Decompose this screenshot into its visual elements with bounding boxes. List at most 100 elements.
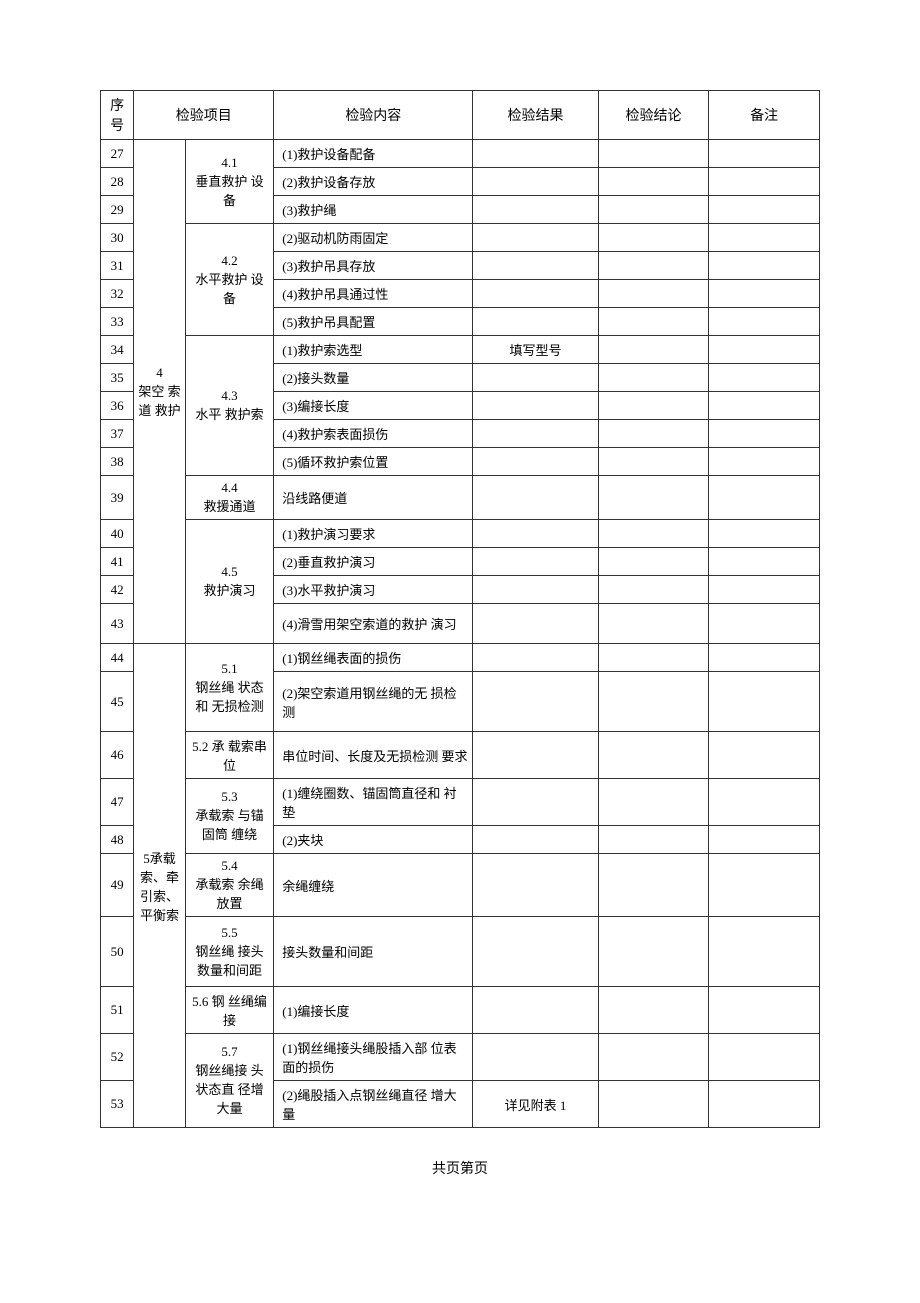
header-item: 检验项目 bbox=[134, 91, 274, 140]
seq-cell: 30 bbox=[101, 224, 134, 252]
seq-cell: 35 bbox=[101, 364, 134, 392]
seq-cell: 33 bbox=[101, 308, 134, 336]
result-cell bbox=[473, 168, 598, 196]
subgroup-cell: 4.1 垂直救护 设备 bbox=[185, 140, 273, 224]
remark-cell bbox=[709, 917, 820, 987]
remark-cell bbox=[709, 196, 820, 224]
seq-cell: 31 bbox=[101, 252, 134, 280]
content-cell: (4)救护索表面损伤 bbox=[274, 420, 473, 448]
content-cell: (1)救护设备配备 bbox=[274, 140, 473, 168]
result-cell bbox=[473, 280, 598, 308]
result-cell bbox=[473, 672, 598, 732]
conclusion-cell bbox=[598, 520, 709, 548]
table-row: 44 5承载索、牵 引索、平衡索 5.1 钢丝绳 状态和 无损检测 (1)钢丝绳… bbox=[101, 644, 820, 672]
remark-cell bbox=[709, 308, 820, 336]
table-row: 30 4.2 水平救护 设备 (2)驱动机防雨固定 bbox=[101, 224, 820, 252]
inspection-table: 序号 检验项目 检验内容 检验结果 检验结论 备注 27 4 架空 索道 救护 … bbox=[100, 90, 820, 1128]
seq-cell: 36 bbox=[101, 392, 134, 420]
conclusion-cell bbox=[598, 576, 709, 604]
content-cell: (2)绳股插入点钢丝绳直径 增大量 bbox=[274, 1081, 473, 1128]
result-cell bbox=[473, 732, 598, 779]
content-cell: (2)垂直救护演习 bbox=[274, 548, 473, 576]
header-result: 检验结果 bbox=[473, 91, 598, 140]
result-cell bbox=[473, 987, 598, 1034]
content-cell: (3)水平救护演习 bbox=[274, 576, 473, 604]
seq-cell: 53 bbox=[101, 1081, 134, 1128]
seq-cell: 48 bbox=[101, 826, 134, 854]
table-row: 47 5.3 承载索 与锚固筒 缠绕 (1)缠绕圈数、锚固筒直径和 衬垫 bbox=[101, 779, 820, 826]
result-cell bbox=[473, 392, 598, 420]
remark-cell bbox=[709, 987, 820, 1034]
conclusion-cell bbox=[598, 476, 709, 520]
seq-cell: 29 bbox=[101, 196, 134, 224]
remark-cell bbox=[709, 576, 820, 604]
seq-cell: 27 bbox=[101, 140, 134, 168]
content-cell: (2)夹块 bbox=[274, 826, 473, 854]
content-cell: (2)驱动机防雨固定 bbox=[274, 224, 473, 252]
remark-cell bbox=[709, 644, 820, 672]
table-row: 34 4.3 水平 救护索 (1)救护索选型 填写型号 bbox=[101, 336, 820, 364]
content-cell: (5)救护吊具配置 bbox=[274, 308, 473, 336]
seq-cell: 32 bbox=[101, 280, 134, 308]
result-cell bbox=[473, 224, 598, 252]
subgroup-cell: 5.5 钢丝绳 接头数量和间距 bbox=[185, 917, 273, 987]
table-row: 27 4 架空 索道 救护 4.1 垂直救护 设备 (1)救护设备配备 bbox=[101, 140, 820, 168]
remark-cell bbox=[709, 779, 820, 826]
conclusion-cell bbox=[598, 917, 709, 987]
conclusion-cell bbox=[598, 392, 709, 420]
seq-cell: 50 bbox=[101, 917, 134, 987]
conclusion-cell bbox=[598, 224, 709, 252]
result-cell bbox=[473, 917, 598, 987]
header-content: 检验内容 bbox=[274, 91, 473, 140]
table-row: 39 4.4 救援通道 沿线路便道 bbox=[101, 476, 820, 520]
result-cell: 详见附表 1 bbox=[473, 1081, 598, 1128]
group-cell: 4 架空 索道 救护 bbox=[134, 140, 186, 644]
content-cell: (2)架空索道用钢丝绳的无 损检测 bbox=[274, 672, 473, 732]
content-cell: (1)编接长度 bbox=[274, 987, 473, 1034]
seq-cell: 41 bbox=[101, 548, 134, 576]
result-cell bbox=[473, 520, 598, 548]
content-cell: (1)钢丝绳接头绳股插入部 位表面的损伤 bbox=[274, 1034, 473, 1081]
content-cell: (3)救护绳 bbox=[274, 196, 473, 224]
remark-cell bbox=[709, 168, 820, 196]
remark-cell bbox=[709, 854, 820, 917]
table-row: 51 5.6 钢 丝绳编接 (1)编接长度 bbox=[101, 987, 820, 1034]
seq-cell: 39 bbox=[101, 476, 134, 520]
result-cell bbox=[473, 420, 598, 448]
result-cell bbox=[473, 364, 598, 392]
conclusion-cell bbox=[598, 854, 709, 917]
content-cell: (1)钢丝绳表面的损伤 bbox=[274, 644, 473, 672]
content-cell: 沿线路便道 bbox=[274, 476, 473, 520]
seq-cell: 45 bbox=[101, 672, 134, 732]
remark-cell bbox=[709, 140, 820, 168]
content-cell: (5)循环救护索位置 bbox=[274, 448, 473, 476]
seq-cell: 49 bbox=[101, 854, 134, 917]
result-cell bbox=[473, 826, 598, 854]
content-cell: (3)救护吊具存放 bbox=[274, 252, 473, 280]
subgroup-cell: 4.2 水平救护 设备 bbox=[185, 224, 273, 336]
result-cell bbox=[473, 548, 598, 576]
result-cell bbox=[473, 604, 598, 644]
conclusion-cell bbox=[598, 168, 709, 196]
result-cell bbox=[473, 576, 598, 604]
remark-cell bbox=[709, 520, 820, 548]
seq-cell: 34 bbox=[101, 336, 134, 364]
result-cell bbox=[473, 854, 598, 917]
result-cell bbox=[473, 196, 598, 224]
remark-cell bbox=[709, 364, 820, 392]
conclusion-cell bbox=[598, 252, 709, 280]
conclusion-cell bbox=[598, 672, 709, 732]
content-cell: (1)救护索选型 bbox=[274, 336, 473, 364]
result-cell bbox=[473, 448, 598, 476]
remark-cell bbox=[709, 224, 820, 252]
remark-cell bbox=[709, 280, 820, 308]
remark-cell bbox=[709, 672, 820, 732]
content-cell: (4)滑雪用架空索道的救护 演习 bbox=[274, 604, 473, 644]
seq-cell: 28 bbox=[101, 168, 134, 196]
conclusion-cell bbox=[598, 732, 709, 779]
conclusion-cell bbox=[598, 826, 709, 854]
conclusion-cell bbox=[598, 987, 709, 1034]
seq-cell: 38 bbox=[101, 448, 134, 476]
result-cell bbox=[473, 308, 598, 336]
result-cell bbox=[473, 140, 598, 168]
